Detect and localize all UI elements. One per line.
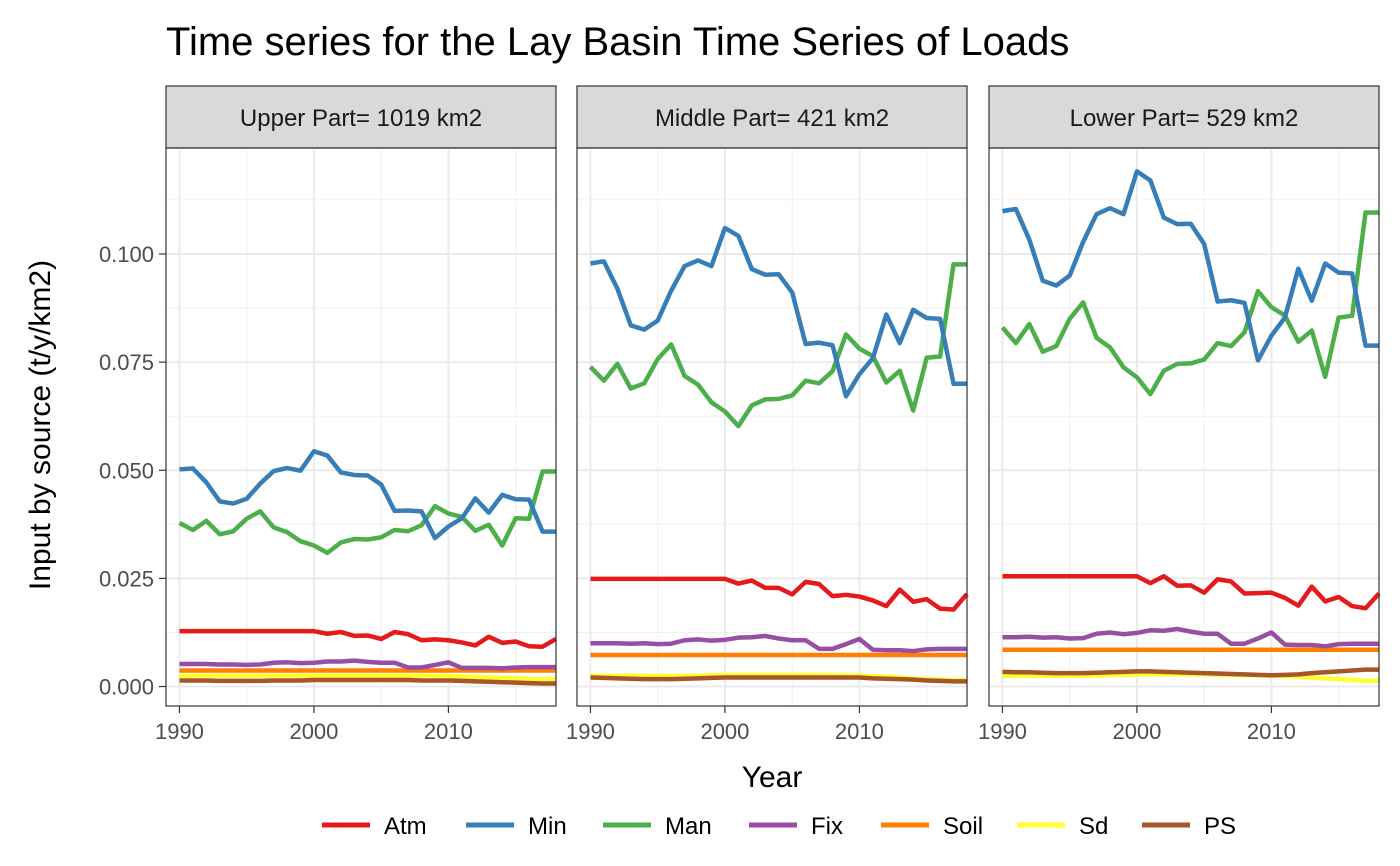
series-line-atm	[590, 576, 969, 612]
legend-label: Fix	[811, 813, 843, 840]
y-tick-label: 0.050	[99, 458, 154, 483]
series-line-sd	[1002, 672, 1379, 684]
legend-label: Min	[528, 813, 567, 840]
facet-label: Middle Part= 421 km2	[655, 105, 889, 132]
facet-strip	[165, 85, 557, 149]
series-line-atm	[1002, 573, 1381, 611]
facet-label: Lower Part= 529 km2	[1070, 105, 1299, 132]
y-axis-title: Input by source (t/y/km2)	[24, 260, 57, 590]
x-tick-label: 1990	[978, 719, 1027, 744]
series-line-man	[1000, 210, 1379, 397]
panels: Upper Part= 1019 km2 1990 2000 2010 0.000 0.0…	[99, 85, 1381, 744]
series-line-man	[178, 469, 556, 556]
series-line-fix	[179, 658, 556, 671]
series-line-min	[179, 448, 556, 541]
x-tick-label: 1990	[155, 719, 204, 744]
grid	[989, 148, 1379, 706]
series-line-min	[1002, 169, 1379, 363]
x-tick-label: 2010	[835, 719, 884, 744]
series-line-sd	[179, 673, 556, 682]
legend-label: Soil	[943, 813, 983, 840]
y-tick-label: 0.075	[99, 350, 154, 375]
series-line-fix	[1002, 626, 1379, 649]
panel-border	[165, 147, 557, 707]
x-tick-label: 2000	[289, 719, 338, 744]
x-tick-label: 2010	[1247, 719, 1296, 744]
x-tick-label: 2000	[1112, 719, 1161, 744]
panel-1: Upper Part= 1019 km2 1990 2000 2010 0.000 0.0…	[99, 85, 558, 744]
grid	[166, 148, 556, 706]
chart-title: Time series for the Lay Basin Time Serie…	[166, 20, 1069, 64]
legend-label: Man	[665, 813, 712, 840]
x-tick-label: 1990	[566, 719, 615, 744]
legend-item-atm: Atm	[322, 813, 427, 840]
legend-item-man: Man	[603, 813, 712, 840]
legend-item-sd: Sd	[1017, 813, 1108, 840]
series-line-man	[588, 262, 967, 429]
legend-label: PS	[1204, 813, 1236, 840]
legend-item-min: Min	[466, 813, 567, 840]
legend: Atm Min Man Fix Soil Sd PS	[322, 813, 1236, 840]
facet-label: Upper Part= 1019 km2	[240, 105, 482, 132]
panel-3: Lower Part= 529 km2 1990 2000 2010	[978, 85, 1381, 744]
y-tick-label: 0.100	[99, 242, 154, 267]
grid	[577, 148, 967, 706]
series-line-atm	[179, 628, 558, 649]
panel-border	[576, 147, 968, 707]
legend-label: Sd	[1079, 813, 1108, 840]
series-line-min	[590, 225, 967, 399]
panel-border	[988, 147, 1380, 707]
x-tick-label: 2010	[424, 719, 473, 744]
facet-strip	[576, 85, 968, 149]
panel-2: Middle Part= 421 km2 1990 2000 2010	[566, 85, 969, 744]
x-tick-label: 2000	[700, 719, 749, 744]
legend-item-soil: Soil	[881, 813, 983, 840]
series-line-ps	[1002, 667, 1379, 678]
y-tick-label: 0.000	[99, 675, 154, 700]
series-line-ps	[590, 675, 967, 684]
legend-item-fix: Fix	[749, 813, 843, 840]
series-line-fix	[590, 633, 967, 654]
y-tick-label: 0.025	[99, 566, 154, 591]
facet-strip	[988, 85, 1380, 149]
x-axis-title: Year	[742, 761, 803, 794]
legend-label: Atm	[384, 813, 427, 840]
series-line-ps	[179, 677, 556, 686]
legend-item-ps: PS	[1142, 813, 1236, 840]
